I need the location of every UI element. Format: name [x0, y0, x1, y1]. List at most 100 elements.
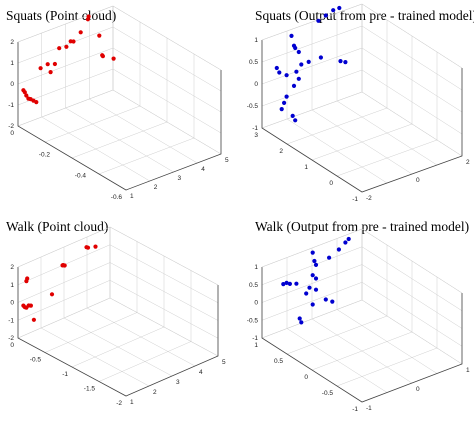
x-tick-label: 1 — [130, 399, 134, 406]
x-tick-label: 3 — [178, 175, 182, 182]
data-point — [297, 316, 302, 321]
box-top — [17, 5, 222, 71]
data-point — [310, 273, 315, 278]
z-tick-label: -1 — [252, 125, 258, 132]
data-point — [45, 62, 50, 67]
chart-panel-walk-model: Walk (Output from pre - trained model) 1… — [237, 211, 474, 422]
data-point — [313, 287, 319, 292]
series-points — [281, 236, 351, 325]
axes-frame — [17, 226, 219, 397]
chart-title: Walk (Point cloud) — [6, 219, 109, 234]
y-tick-label: -0.6 — [111, 194, 123, 201]
data-point — [293, 45, 298, 51]
y-tick-label: -1 — [352, 196, 358, 203]
axis-lines — [261, 40, 463, 193]
data-point — [287, 281, 292, 286]
x-tick-label: 0 — [416, 386, 420, 393]
z-tick-label: 2 — [10, 264, 14, 271]
data-point — [291, 83, 297, 88]
y-tick-label: 1 — [304, 164, 308, 171]
data-point — [327, 255, 332, 260]
z-tick-label: -0.5 — [247, 317, 259, 324]
y-tick-label: 1 — [254, 342, 258, 349]
data-point — [336, 247, 341, 252]
data-point — [330, 299, 335, 304]
axes-frame — [17, 5, 222, 191]
x-tick-label: 4 — [199, 369, 203, 376]
gridline — [86, 307, 196, 367]
data-point — [296, 76, 301, 81]
chart-title: Walk (Output from pre - trained model) — [255, 219, 470, 234]
x-tick-label: 4 — [201, 166, 205, 173]
data-point — [310, 250, 315, 255]
data-point — [337, 5, 342, 11]
data-point — [62, 263, 67, 268]
gridline — [112, 89, 222, 155]
x-tick-label: 2 — [153, 389, 157, 396]
data-point — [274, 65, 279, 71]
data-point — [100, 54, 105, 59]
data-point — [294, 69, 299, 74]
y-tick-label: -0.2 — [39, 151, 51, 158]
data-point — [306, 59, 311, 64]
y-tick-label: 0 — [329, 180, 333, 187]
x-tick-label: 5 — [225, 157, 229, 164]
gridline — [109, 297, 219, 357]
data-point — [318, 55, 323, 60]
series-points — [21, 244, 98, 322]
x-tick-label: 1 — [130, 193, 134, 200]
data-point — [52, 61, 58, 67]
gridline — [336, 139, 438, 177]
gridline — [65, 107, 174, 173]
data-point — [294, 281, 299, 286]
gridline — [361, 91, 463, 157]
chart-panel-squats-model: Squats (Output from pre - trained model)… — [237, 0, 474, 211]
z-tick-label: 2 — [10, 39, 14, 46]
y-tick-label: 0 — [304, 374, 308, 381]
data-point — [86, 14, 91, 19]
gridline — [336, 309, 438, 374]
data-point — [331, 8, 336, 13]
data-point — [34, 100, 39, 105]
x-tick-label: 2 — [466, 159, 470, 166]
data-point — [346, 236, 351, 242]
axis-lines — [17, 42, 222, 191]
data-point — [85, 245, 91, 250]
axis-lines — [261, 267, 463, 403]
data-point — [312, 258, 317, 264]
y-tick-label: 0 — [10, 342, 14, 349]
data-point — [93, 244, 98, 249]
data-point — [49, 292, 55, 297]
z-tick-label: 1 — [254, 264, 258, 271]
y-tick-label: -1 — [62, 371, 68, 378]
z-tick-label: 1 — [10, 60, 14, 67]
z-tick-label: 1 — [10, 282, 14, 289]
chart-title: Squats (Output from pre - trained model) — [255, 8, 474, 23]
y-tick-label: -0.4 — [75, 173, 87, 180]
axes-frame — [261, 228, 463, 403]
y-tick-label: -1 — [352, 406, 358, 413]
data-point — [323, 297, 328, 302]
data-point — [97, 33, 102, 38]
z-tick-label: -1 — [252, 335, 258, 342]
data-point — [31, 317, 36, 322]
chart-panel-squats-pointcloud: Squats (Point cloud) 2 1 0 -1 -2 0 -0.2 -0.4 -0.… — [0, 0, 237, 211]
axis-lines — [17, 267, 219, 397]
z-tick-label: 0 — [254, 81, 258, 88]
x-tick-label: 0 — [416, 177, 420, 184]
data-point — [277, 70, 282, 75]
data-point — [48, 70, 53, 75]
data-point — [284, 280, 289, 285]
z-tick-label: 0.5 — [249, 282, 258, 289]
y-tick-label: 0 — [10, 130, 14, 137]
x-tick-label: 2 — [154, 184, 158, 191]
data-point — [279, 107, 284, 112]
data-point — [111, 56, 116, 61]
y-tick-label: -0.5 — [30, 357, 42, 364]
gridline — [311, 109, 413, 175]
gridline — [98, 341, 192, 382]
z-tick-label: -2 — [8, 123, 14, 130]
y-tick-label: -0.5 — [322, 390, 334, 397]
data-point — [304, 291, 309, 296]
